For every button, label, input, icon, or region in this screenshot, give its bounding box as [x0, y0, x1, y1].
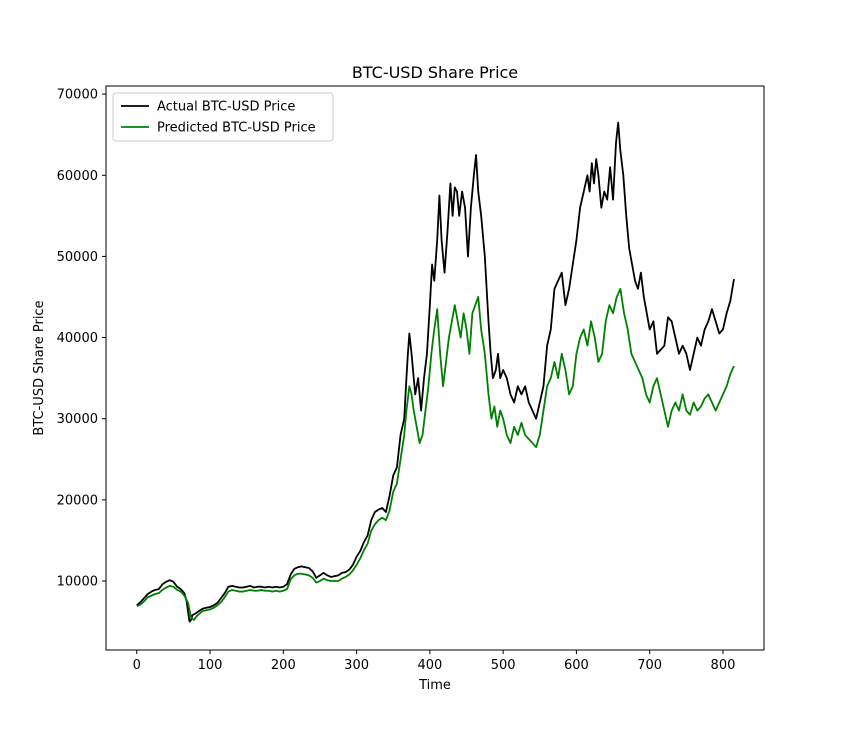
plot-area: [106, 86, 764, 650]
x-axis-label: Time: [418, 678, 451, 693]
x-tick-label: 100: [198, 658, 223, 673]
axes-frame: [105, 85, 765, 651]
x-tick-label: 400: [417, 658, 442, 673]
x-tick-label: 200: [271, 658, 296, 673]
series-line-actual: [136, 121, 735, 623]
x-tick-label: 300: [344, 658, 369, 673]
y-axis-label: BTC-USD Share Price: [32, 300, 47, 435]
axes-layer: 0 100 200 300 400 500 600 700 800 10000 20000 30000…: [57, 85, 765, 673]
x-tick-label: 600: [564, 658, 589, 673]
x-tick-label: 700: [637, 658, 662, 673]
y-tick-label: 20000: [57, 493, 98, 508]
legend-entry-label: Predicted BTC-USD Price: [157, 121, 316, 136]
legend-entry-label: Actual BTC-USD Price: [157, 100, 295, 115]
axes-background: [106, 86, 764, 650]
y-tick-label: 50000: [57, 250, 98, 265]
y-tick-label: 10000: [57, 575, 98, 590]
x-tick-label: 500: [491, 658, 516, 673]
series-layer: [136, 121, 735, 623]
y-tick-label: 30000: [57, 412, 98, 427]
y-tick-label: 60000: [57, 169, 98, 184]
series-line-predicted: [136, 287, 735, 621]
legend: Actual BTC-USD Price Predicted BTC-USD Pr…: [112, 92, 334, 142]
y-tick-label: 70000: [57, 88, 98, 103]
x-tick-label: 800: [711, 658, 736, 673]
legend-box: [112, 92, 334, 142]
chart-title: BTC-USD Share Price: [352, 63, 518, 82]
x-tick-label: 0: [133, 658, 141, 673]
y-tick-label: 40000: [57, 331, 98, 346]
